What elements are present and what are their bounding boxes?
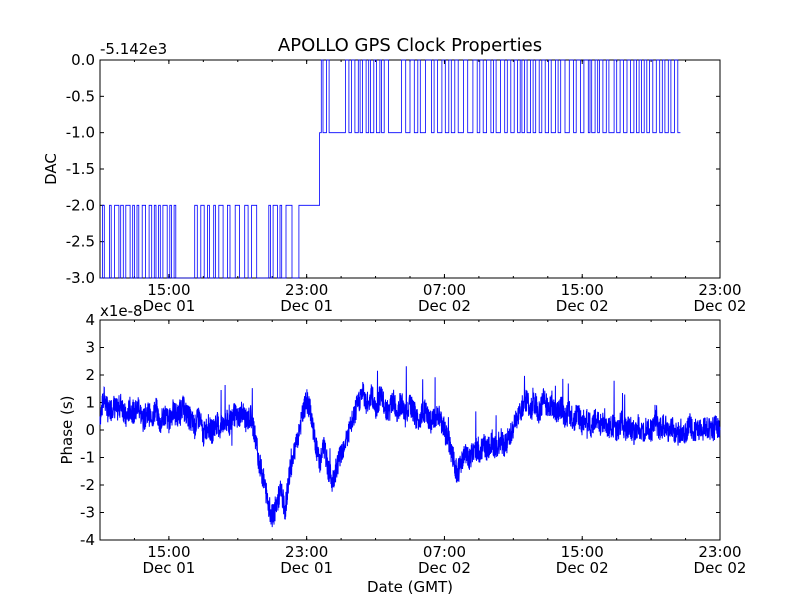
y-tick-label: 0 (85, 421, 95, 439)
y-tick-label: -4 (80, 531, 95, 549)
x-tick-label-time: 15:00 (561, 281, 604, 299)
x-tick-label-time: 07:00 (423, 281, 466, 299)
x-tick-label-date: Dec 02 (694, 297, 747, 315)
x-tick-label-time: 23:00 (285, 281, 328, 299)
y-tick-label: 0.0 (71, 51, 95, 69)
y-tick-label: -3.0 (66, 269, 95, 287)
y-tick-label: -1 (80, 449, 95, 467)
y-tick-label: 3 (85, 339, 95, 357)
x-tick-label-date: Dec 01 (142, 297, 195, 315)
dac-ylabel: DAC (42, 153, 60, 185)
x-tick-label-date: Dec 02 (694, 559, 747, 577)
x-tick-label-time: 15:00 (147, 281, 190, 299)
x-tick-label-date: Dec 01 (280, 559, 333, 577)
phase-offset-label: x1e-8 (100, 302, 143, 320)
chart-title: APOLLO GPS Clock Properties (278, 35, 542, 56)
dac-series-line (100, 59, 681, 279)
y-tick-label: -0.5 (66, 87, 95, 105)
x-tick-label-date: Dec 01 (142, 559, 195, 577)
y-tick-label: -2.5 (66, 233, 95, 251)
y-tick-label: 4 (85, 311, 95, 329)
x-tick-label-time: 15:00 (561, 543, 604, 561)
x-axis-label: Date (GMT) (367, 578, 453, 596)
y-tick-label: 1 (85, 394, 95, 412)
x-tick-label-date: Dec 02 (418, 297, 471, 315)
y-tick-label: -3 (80, 504, 95, 522)
phase-series-line (99, 366, 721, 528)
dac-offset-label: -5.142e3 (100, 40, 167, 58)
x-tick-label-date: Dec 02 (418, 559, 471, 577)
y-tick-label: -1.5 (66, 160, 95, 178)
x-tick-label-time: 23:00 (698, 543, 741, 561)
y-tick-label: -1.0 (66, 124, 95, 142)
y-tick-label: -2.0 (66, 196, 95, 214)
x-tick-label-date: Dec 02 (556, 297, 609, 315)
x-tick-label-time: 07:00 (423, 543, 466, 561)
x-tick-label-date: Dec 01 (280, 297, 333, 315)
x-tick-label-time: 23:00 (698, 281, 741, 299)
y-tick-label: -2 (80, 476, 95, 494)
phase-ylabel: Phase (s) (58, 395, 76, 464)
y-tick-label: 2 (85, 366, 95, 384)
dac-plot: -5.142e3 DAC -3.0 -2.5 -2.0 -1.5 -1.0 -0.5 0.0… (42, 40, 746, 315)
x-tick-label-date: Dec 02 (556, 559, 609, 577)
x-tick-label-time: 23:00 (285, 543, 328, 561)
x-tick-label-time: 15:00 (147, 543, 190, 561)
